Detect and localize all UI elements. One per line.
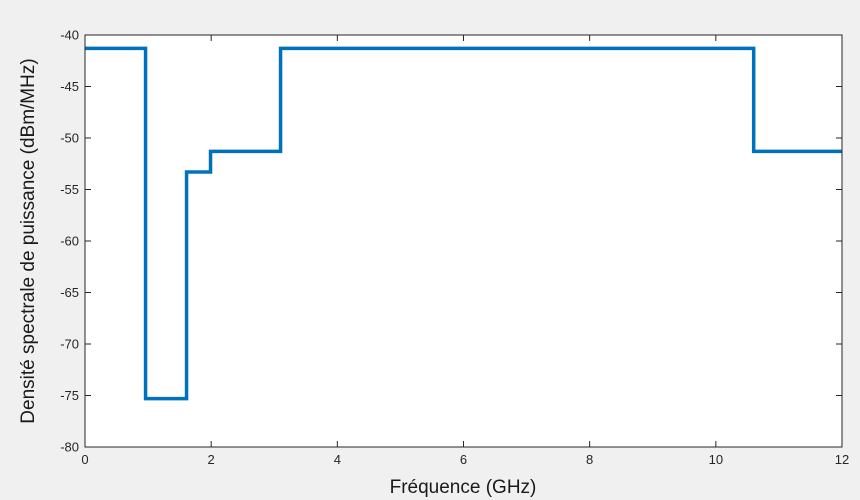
y-tick-label: -65: [60, 285, 79, 300]
y-tick-label: -45: [60, 79, 79, 94]
x-tick-label: 6: [460, 452, 467, 467]
axes-box: [84, 34, 843, 448]
y-tick-label: -80: [60, 440, 79, 455]
y-tick-label: -50: [60, 131, 79, 146]
x-tick-label: 8: [586, 452, 593, 467]
y-tick-label: -55: [60, 182, 79, 197]
y-tick-label: -40: [60, 28, 79, 43]
y-tick-label: -70: [60, 337, 79, 352]
labels-layer: 0 2 4 6 8 10 12 -80 -75 -70 -65 -60 -55 -50 -45 -40: [60, 28, 849, 468]
series-line: [85, 46, 842, 401]
x-tick-label: 12: [835, 452, 849, 467]
x-tick-label: 10: [709, 452, 723, 467]
x-tick-label: 0: [81, 452, 88, 467]
plot-area: [85, 35, 842, 447]
y-axis-label: Densité spectrale de puissance (dBm/MHz): [18, 58, 39, 423]
x-tick-label: 4: [334, 452, 341, 467]
x-tick-label: 2: [208, 452, 215, 467]
y-tick-label: -60: [60, 234, 79, 249]
x-axis-label: Fréquence (GHz): [390, 477, 537, 498]
y-tick-label: -75: [60, 388, 79, 403]
